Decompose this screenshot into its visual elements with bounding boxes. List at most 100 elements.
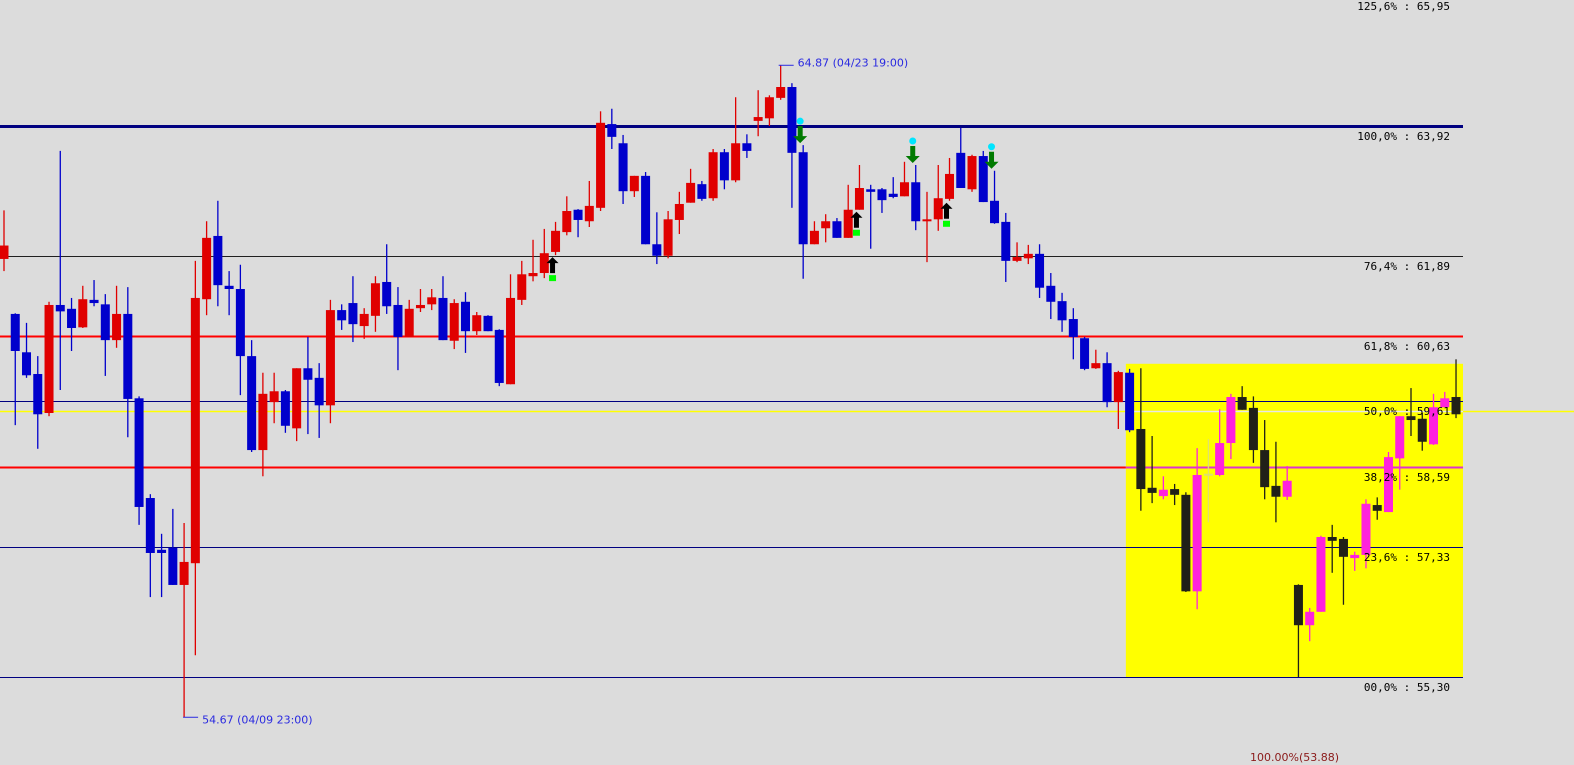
candle-body	[460, 301, 470, 332]
candle-body	[427, 297, 437, 305]
sell-marker-icon	[988, 143, 996, 151]
candle-body	[314, 377, 324, 406]
candle-body	[1080, 338, 1090, 369]
candle-body	[1023, 253, 1033, 259]
high-annotation: 64.87 (04/23 19:00)	[798, 56, 908, 69]
candle-body	[1012, 257, 1022, 261]
fib-label-125: 125,6% : 65,95	[1357, 0, 1450, 13]
candle-body	[89, 299, 99, 304]
candle-body	[269, 391, 279, 403]
candle-body	[1035, 253, 1045, 288]
candle-body	[584, 205, 594, 222]
fib-label-100: 100,0% : 63,92	[1357, 130, 1450, 143]
candle-body	[551, 230, 561, 252]
candle-body	[337, 310, 347, 321]
candle-body	[168, 547, 178, 585]
candle-body	[100, 304, 110, 341]
sell-marker-icon	[796, 117, 804, 125]
candle-body	[1226, 397, 1236, 444]
candle-body	[22, 352, 32, 376]
candle-body	[483, 315, 493, 332]
candle-body	[1350, 554, 1360, 559]
candle-body	[1147, 487, 1157, 493]
candle-body	[663, 219, 673, 256]
candle-body	[1203, 473, 1213, 476]
candle-body	[1102, 363, 1112, 403]
candle-body	[539, 253, 549, 274]
candle-body	[1068, 319, 1078, 337]
buy-marker-icon	[549, 275, 557, 282]
buy-marker-icon	[852, 229, 860, 236]
candle-body	[472, 315, 482, 332]
candle-body	[1271, 485, 1281, 497]
candle-body	[1361, 503, 1371, 555]
candle-body	[224, 285, 234, 289]
candle-body	[652, 244, 662, 256]
candle-body	[573, 209, 583, 220]
fib-label-23: 23,6% : 57,33	[1364, 551, 1450, 564]
fib-levels	[0, 125, 1574, 678]
candle-body	[843, 209, 853, 238]
candle-body	[764, 97, 774, 119]
candle-body	[1057, 301, 1067, 321]
candle-body	[562, 211, 572, 233]
candle-body	[1091, 363, 1101, 369]
candle-body	[1429, 407, 1439, 445]
candle-body	[1417, 418, 1427, 442]
annotations: 64.87 (04/23 19:00) 54.67 (04/09 23:00) …	[183, 56, 1339, 764]
sell-marker-icon	[909, 137, 917, 145]
candle-body	[1136, 428, 1146, 490]
candle-body	[44, 304, 54, 414]
candle-body	[348, 303, 358, 325]
candle-body	[1237, 397, 1247, 410]
candle-body	[1383, 457, 1393, 513]
candle-body	[382, 281, 392, 307]
candle-body	[157, 549, 167, 553]
sell-arrow-icon	[905, 145, 920, 163]
fib-label-50: 50,0% : 59,61	[1364, 405, 1450, 418]
candle-body	[55, 304, 65, 312]
candle-body	[292, 368, 302, 429]
candle-body	[967, 156, 977, 190]
candle-body	[922, 219, 932, 222]
candle-body	[112, 313, 122, 341]
candle-body	[899, 182, 909, 197]
candle-body	[202, 237, 212, 300]
candle-body	[911, 182, 921, 222]
fib-labels: 125,6% : 65,95 100,0% : 63,92 76,4% : 61…	[1357, 0, 1450, 694]
candle-body	[990, 200, 1000, 224]
sell-arrow-icon	[984, 151, 999, 169]
candle-body	[1260, 450, 1270, 488]
candle-body	[753, 117, 763, 121]
candle-body	[776, 87, 786, 98]
candle-body	[517, 274, 527, 300]
candle-body	[123, 313, 133, 399]
candle-body	[1440, 398, 1450, 408]
candle-body	[145, 498, 155, 553]
candle-body	[787, 87, 797, 153]
fib-label-76: 76,4% : 61,89	[1364, 260, 1450, 273]
candle-body	[1451, 397, 1461, 415]
sell-arrow-icon	[793, 126, 808, 144]
candle-body	[33, 374, 43, 415]
candle-body	[280, 391, 290, 426]
candle-body	[607, 124, 617, 137]
candle-body	[1158, 489, 1168, 497]
candle-body	[674, 203, 684, 220]
candle-body	[821, 221, 831, 229]
candle-body	[449, 303, 459, 341]
candle-body	[1181, 494, 1191, 592]
candle-body	[854, 188, 864, 210]
candle-body	[528, 273, 538, 277]
fib-label-0: 00,0% : 55,30	[1364, 681, 1450, 694]
candle-body	[888, 193, 898, 197]
candle-body	[325, 310, 335, 406]
candle-body	[1046, 285, 1056, 302]
buy-arrow-icon	[940, 202, 953, 219]
candle-body	[731, 143, 741, 181]
candle-body	[1395, 416, 1405, 459]
candle-body	[393, 304, 403, 337]
candle-body	[78, 299, 88, 328]
candle-body	[798, 152, 808, 245]
